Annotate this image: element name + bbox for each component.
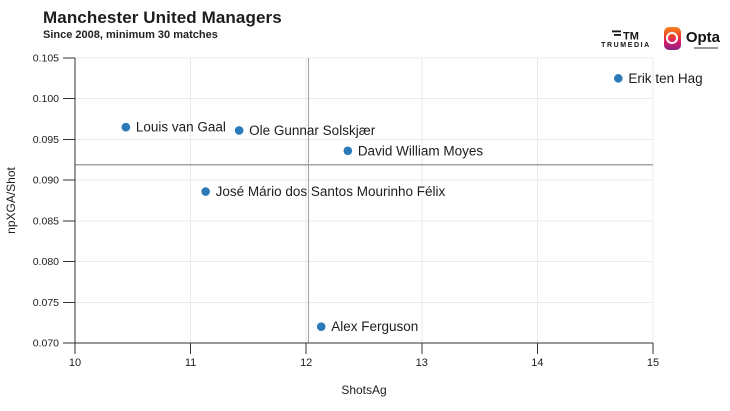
x-tick-label: 12	[300, 357, 312, 369]
y-tick-label: 0.090	[33, 175, 59, 187]
trumedia-icon: TM	[611, 30, 639, 41]
y-tick-label: 0.070	[33, 338, 59, 350]
svg-text:TM: TM	[623, 30, 639, 41]
opta-wordmark: Opta	[686, 27, 720, 49]
data-point-label: Alex Ferguson	[331, 319, 418, 334]
y-tick-label: 0.075	[33, 297, 59, 309]
data-point-label: David William Moyes	[358, 143, 484, 158]
opta-icon	[663, 27, 681, 50]
y-axis-title: npXGA/Shot	[4, 166, 18, 233]
data-point-label: Louis van Gaal	[136, 120, 226, 135]
y-tick-label: 0.105	[33, 53, 59, 65]
data-point	[614, 74, 623, 83]
chart-subtitle: Since 2008, minimum 30 matches	[43, 29, 218, 41]
trumedia-logo: TM TRUMEDIA	[601, 29, 651, 49]
x-tick-label: 11	[185, 357, 196, 369]
logo-group: TM TRUMEDIA Opta	[601, 27, 720, 50]
y-tick-label: 0.100	[33, 93, 59, 105]
y-tick-label: 0.095	[33, 134, 59, 146]
x-tick-label: 15	[647, 357, 659, 369]
data-point	[201, 187, 210, 196]
data-point	[121, 122, 131, 132]
trumedia-label: TRUMEDIA	[601, 41, 651, 49]
y-tick-label: 0.080	[33, 256, 59, 268]
data-point-label: Erik ten Hag	[628, 71, 702, 86]
x-tick-label: 10	[69, 357, 81, 369]
chart-title: Manchester United Managers	[43, 8, 282, 27]
data-point	[343, 146, 353, 156]
opta-logo: Opta	[663, 27, 720, 50]
opta-tagline-line	[693, 47, 718, 49]
x-tick-label: 13	[416, 357, 428, 369]
x-axis-title: ShotsAg	[341, 383, 386, 397]
data-point	[316, 322, 326, 332]
data-point-label: José Mário dos Santos Mourinho Félix	[216, 184, 446, 199]
y-tick-label: 0.085	[33, 215, 59, 227]
data-point	[234, 126, 244, 135]
data-point-label: Ole Gunnar Solskjær	[249, 123, 376, 138]
x-tick-label: 14	[531, 357, 543, 369]
opta-label: Opta	[685, 29, 720, 46]
